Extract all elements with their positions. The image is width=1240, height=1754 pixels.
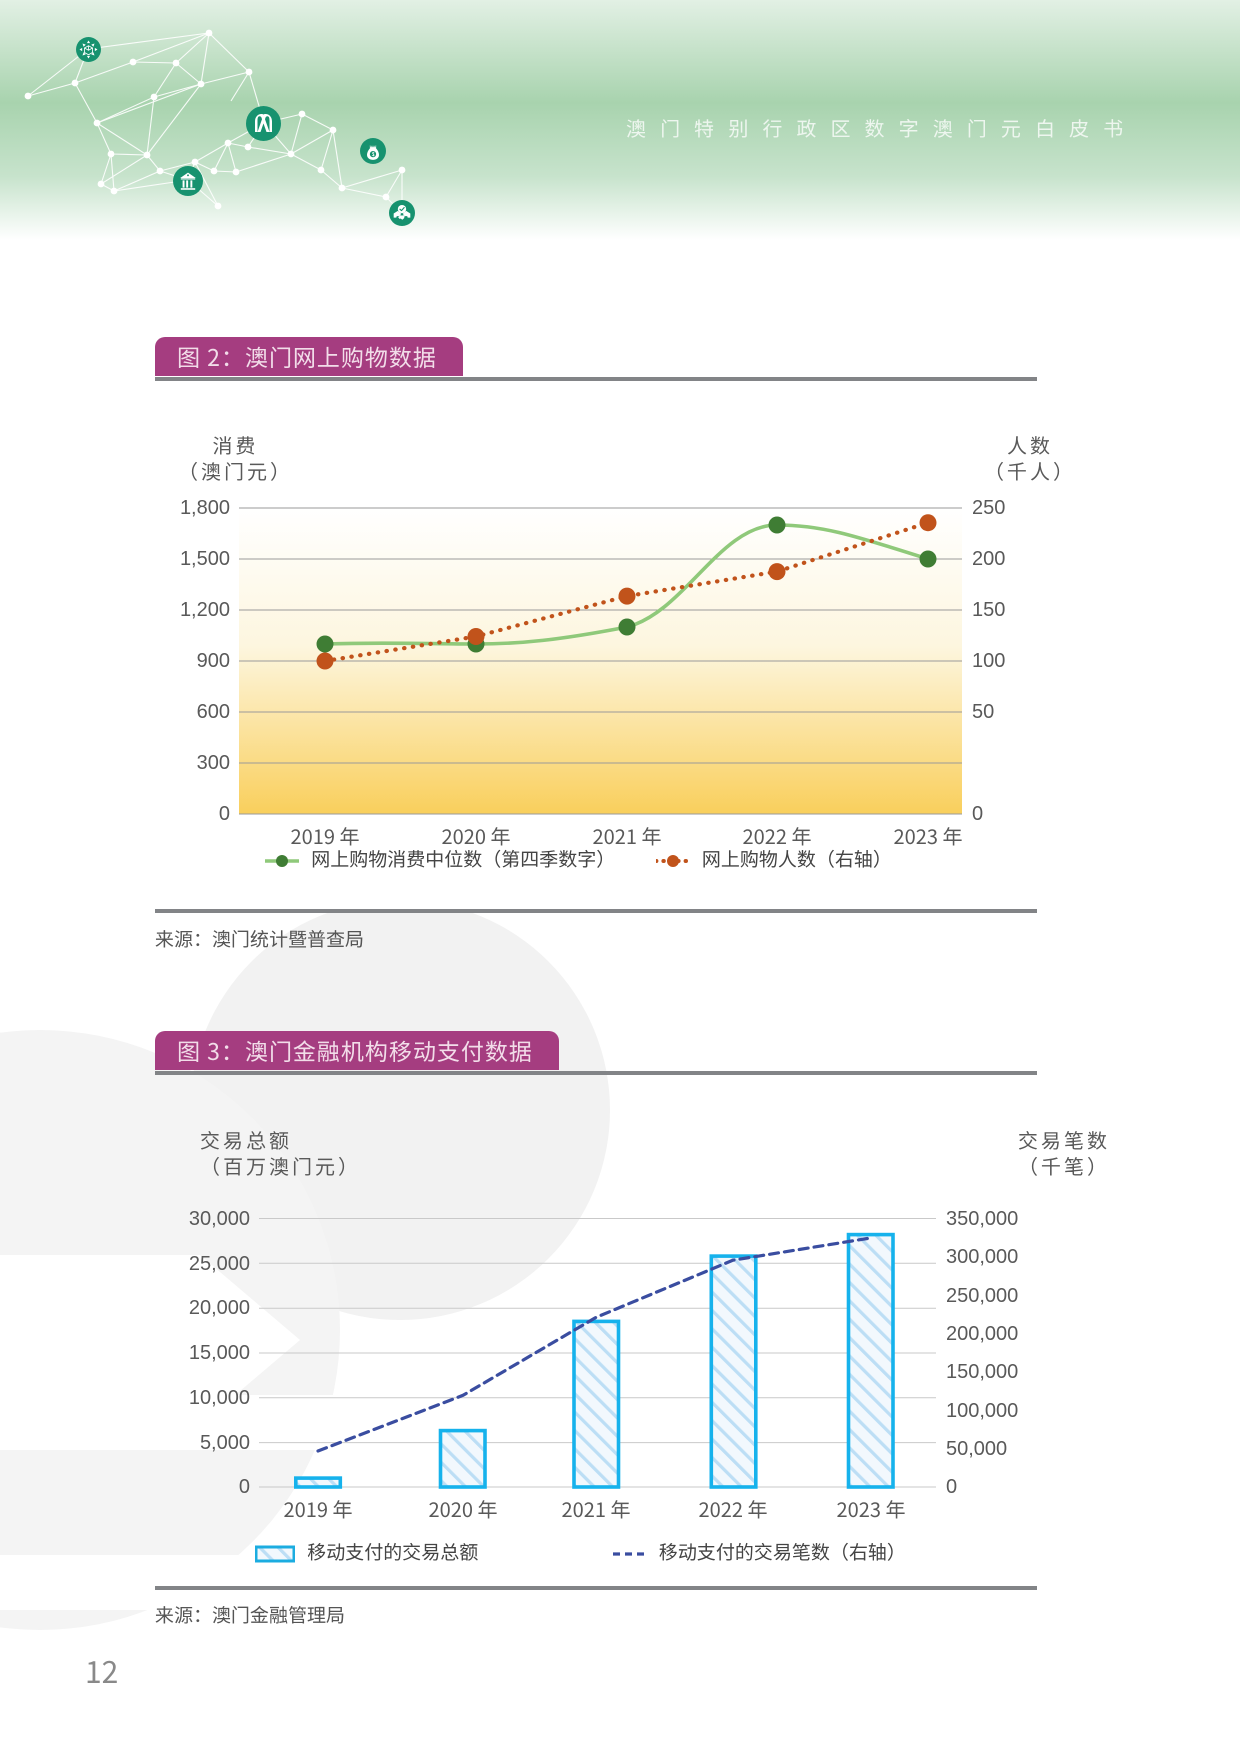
svg-text:2022 年: 2022 年 xyxy=(699,1494,768,1523)
svg-text:150,000: 150,000 xyxy=(946,1361,1018,1383)
svg-text:50,000: 50,000 xyxy=(946,1438,1007,1460)
svg-text:20,000: 20,000 xyxy=(189,1297,250,1319)
svg-text:350,000: 350,000 xyxy=(946,1208,1018,1230)
svg-text:30,000: 30,000 xyxy=(189,1208,250,1230)
svg-text:15,000: 15,000 xyxy=(189,1342,250,1364)
svg-text:25,000: 25,000 xyxy=(189,1253,250,1275)
svg-text:100,000: 100,000 xyxy=(946,1400,1018,1422)
svg-text:2021 年: 2021 年 xyxy=(562,1494,631,1523)
svg-text:2020 年: 2020 年 xyxy=(429,1494,498,1523)
svg-text:2023 年: 2023 年 xyxy=(837,1494,906,1523)
svg-text:0: 0 xyxy=(946,1476,957,1498)
svg-text:2019 年: 2019 年 xyxy=(284,1494,353,1523)
svg-text:10,000: 10,000 xyxy=(189,1387,250,1409)
svg-text:250,000: 250,000 xyxy=(946,1285,1018,1307)
svg-text:5,000: 5,000 xyxy=(200,1432,250,1454)
svg-text:0: 0 xyxy=(239,1476,250,1498)
svg-text:200,000: 200,000 xyxy=(946,1323,1018,1345)
svg-text:300,000: 300,000 xyxy=(946,1246,1018,1268)
